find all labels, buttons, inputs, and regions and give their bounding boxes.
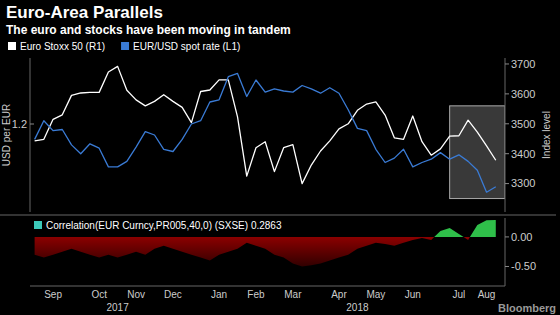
year-label: 2017	[106, 302, 129, 313]
series-line	[35, 66, 496, 183]
tick-label: 3300	[511, 177, 535, 189]
x-tick-label: Jan	[211, 289, 227, 300]
tick-label: 3400	[511, 148, 535, 160]
y2-axis	[505, 58, 506, 212]
title: Euro-Area Parallels	[6, 3, 163, 22]
tick-label: 0.00	[511, 231, 532, 243]
x-tick-label: Aug	[478, 289, 496, 300]
background	[0, 0, 560, 315]
tick-label: 3700	[511, 58, 535, 70]
year-label: 2018	[346, 302, 369, 313]
tick-mark	[505, 63, 509, 64]
chart: Euro-Area ParallelsThe euro and stocks h…	[0, 0, 560, 315]
tick-mark	[505, 236, 509, 237]
x-tick-label: Mar	[284, 289, 302, 300]
tick-mark	[505, 93, 509, 94]
legend-swatch	[8, 42, 16, 50]
subtitle: The euro and stocks have been moving in …	[6, 23, 291, 37]
x-tick-label: Jul	[452, 289, 465, 300]
tick-mark	[505, 266, 509, 267]
tick-label: 3600	[511, 88, 535, 100]
tick-mark	[505, 183, 509, 184]
negative-area	[35, 237, 496, 267]
x-tick-label: Nov	[127, 289, 145, 300]
tick-label: 1.2	[12, 118, 27, 130]
negative-area-group	[35, 237, 496, 267]
tick-mark	[30, 124, 34, 125]
source: Bloomberg	[498, 302, 556, 314]
tick-mark	[505, 153, 509, 154]
x-tick-label: Oct	[91, 289, 107, 300]
x-tick-label: Dec	[164, 289, 182, 300]
x-axis	[30, 286, 505, 287]
legend-swatch	[121, 42, 129, 50]
highlight-box	[450, 106, 505, 199]
legend-swatch	[34, 221, 42, 229]
positive-area	[35, 220, 496, 237]
legend-label: Correlation(EUR Curncy,PR005,40,0) (SXSE…	[46, 220, 282, 231]
y-axis	[30, 58, 31, 212]
axis-label: Index level	[541, 111, 552, 159]
y2-axis	[505, 218, 506, 286]
panel-separator	[0, 215, 556, 216]
series-line	[35, 73, 496, 192]
axis-label: USD per EUR	[1, 104, 12, 166]
legend-label: Euro Stoxx 50 (R1)	[20, 41, 105, 52]
x-tick-label: Feb	[247, 289, 265, 300]
tick-label: -0.50	[511, 260, 536, 272]
legend-label: EUR/USD spot rate (L1)	[133, 41, 240, 52]
x-tick-label: Sep	[44, 289, 62, 300]
x-tick-label: Apr	[331, 289, 347, 300]
plot-area	[35, 66, 505, 198]
x-tick-label: Jun	[405, 289, 421, 300]
tick-label: 3500	[511, 118, 535, 130]
tick-mark	[505, 123, 509, 124]
x-tick-label: May	[366, 289, 385, 300]
positive-area-group	[35, 220, 496, 237]
